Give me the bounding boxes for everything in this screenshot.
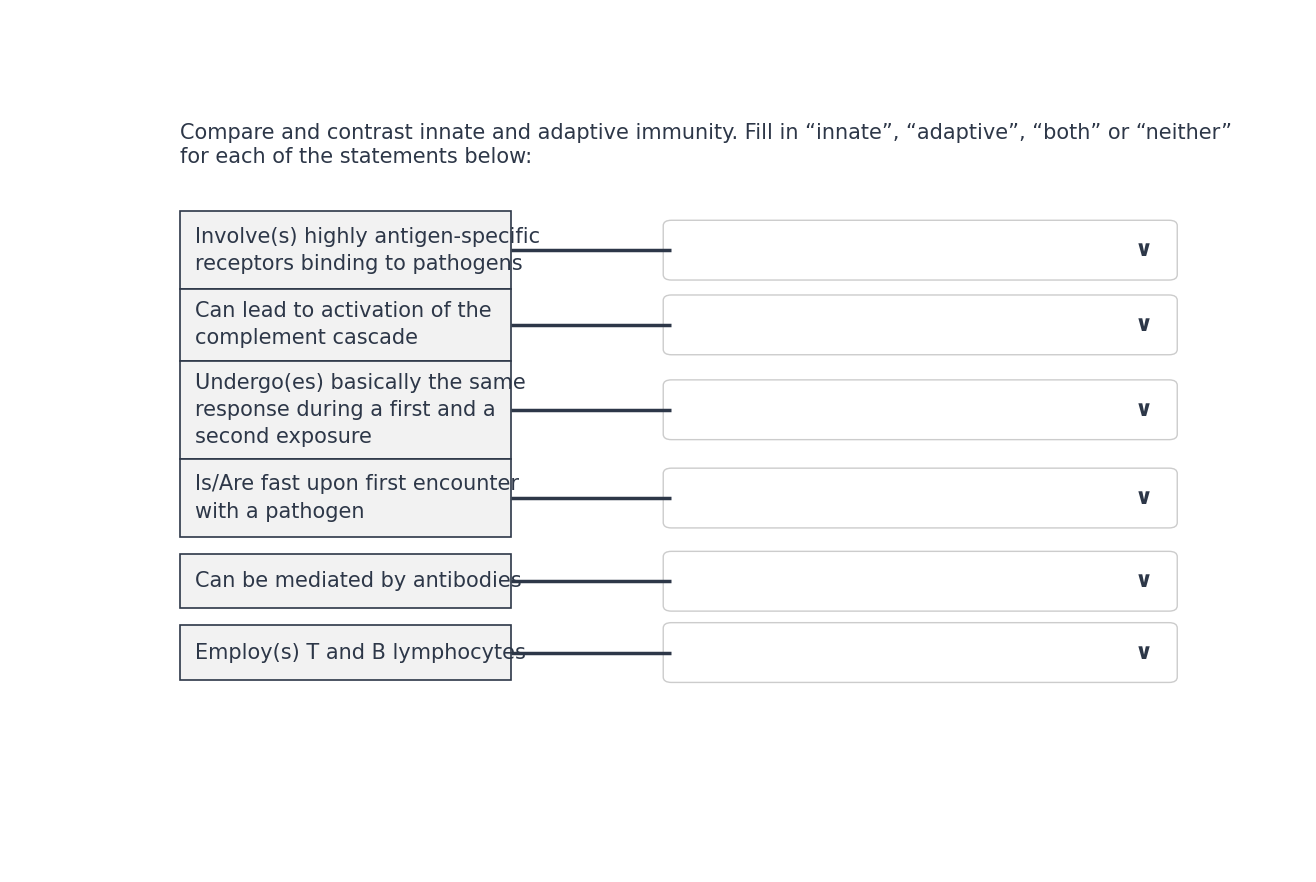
Text: Employ(s) T and B lymphocytes: Employ(s) T and B lymphocytes (195, 643, 526, 662)
FancyBboxPatch shape (663, 551, 1178, 611)
Text: ∨: ∨ (1134, 572, 1153, 591)
Text: ∨: ∨ (1134, 488, 1153, 508)
Text: ∨: ∨ (1134, 315, 1153, 335)
Text: Can be mediated by antibodies: Can be mediated by antibodies (195, 572, 521, 591)
Text: Is/Are fast upon first encounter
with a pathogen: Is/Are fast upon first encounter with a … (195, 475, 519, 521)
Text: Involve(s) highly antigen-specific
receptors binding to pathogens: Involve(s) highly antigen-specific recep… (195, 227, 541, 273)
Text: Can lead to activation of the
complement cascade: Can lead to activation of the complement… (195, 302, 492, 348)
FancyBboxPatch shape (663, 623, 1178, 683)
FancyBboxPatch shape (663, 220, 1178, 280)
Text: ∨: ∨ (1134, 240, 1153, 260)
FancyBboxPatch shape (663, 468, 1178, 528)
FancyBboxPatch shape (180, 625, 512, 680)
FancyBboxPatch shape (663, 380, 1178, 439)
FancyBboxPatch shape (663, 295, 1178, 355)
Text: for each of the statements below:: for each of the statements below: (180, 146, 532, 167)
FancyBboxPatch shape (180, 459, 512, 537)
Text: ∨: ∨ (1134, 400, 1153, 420)
FancyBboxPatch shape (180, 211, 512, 289)
FancyBboxPatch shape (180, 361, 512, 459)
Text: Undergo(es) basically the same
response during a first and a
second exposure: Undergo(es) basically the same response … (195, 372, 526, 447)
Text: ∨: ∨ (1134, 643, 1153, 662)
FancyBboxPatch shape (180, 289, 512, 361)
FancyBboxPatch shape (180, 554, 512, 609)
Text: Compare and contrast innate and adaptive immunity. Fill in “innate”, “adaptive”,: Compare and contrast innate and adaptive… (180, 123, 1232, 143)
